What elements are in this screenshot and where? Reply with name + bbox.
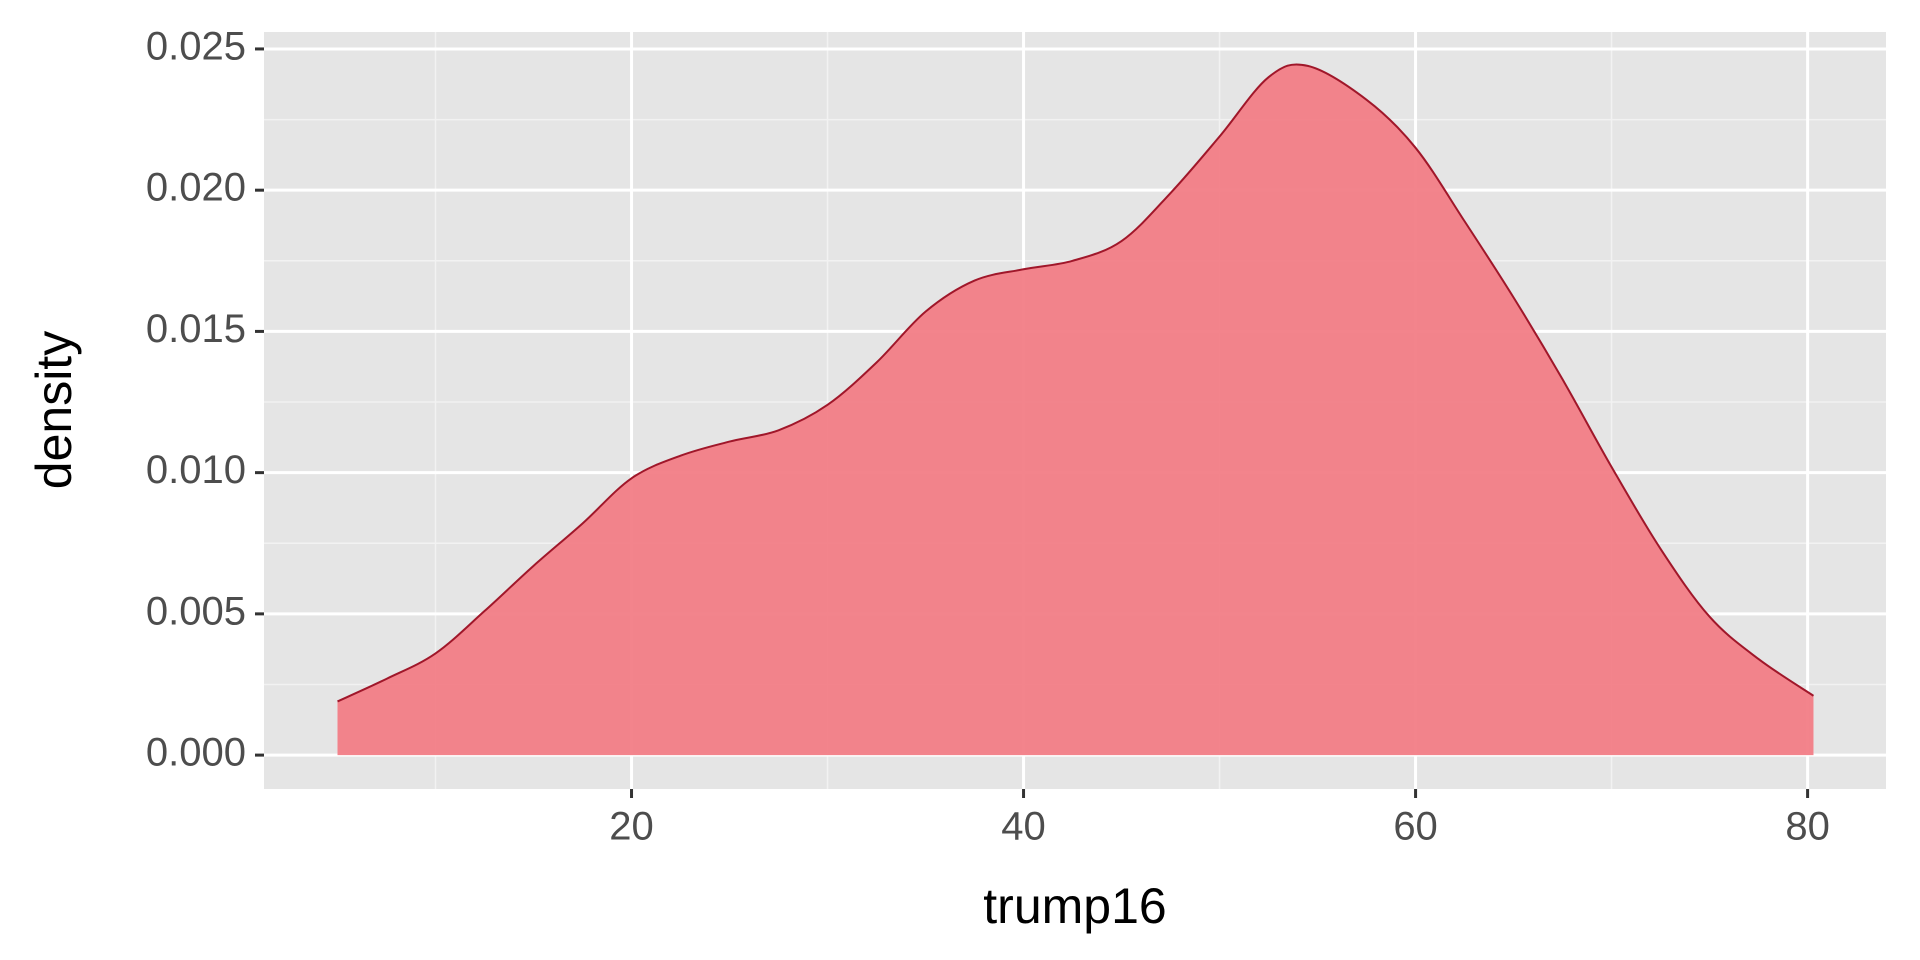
y-tick-label: 0.020	[146, 166, 246, 210]
x-tick-label: 60	[1393, 805, 1438, 849]
y-tick-label: 0.005	[146, 589, 246, 633]
x-tick-label: 80	[1785, 805, 1830, 849]
y-tick-label: 0.015	[146, 307, 246, 351]
x-tick-label: 20	[609, 805, 654, 849]
density-line	[337, 63, 1815, 703]
y-tick-label: 0.000	[146, 731, 246, 775]
y-tick-label: 0.025	[146, 25, 246, 69]
y-tick-label: 0.010	[146, 448, 246, 492]
y-axis-title: density	[26, 331, 82, 489]
density-area	[337, 64, 1814, 756]
x-tick-label: 40	[1001, 805, 1046, 849]
x-axis-title: trump16	[983, 878, 1166, 934]
